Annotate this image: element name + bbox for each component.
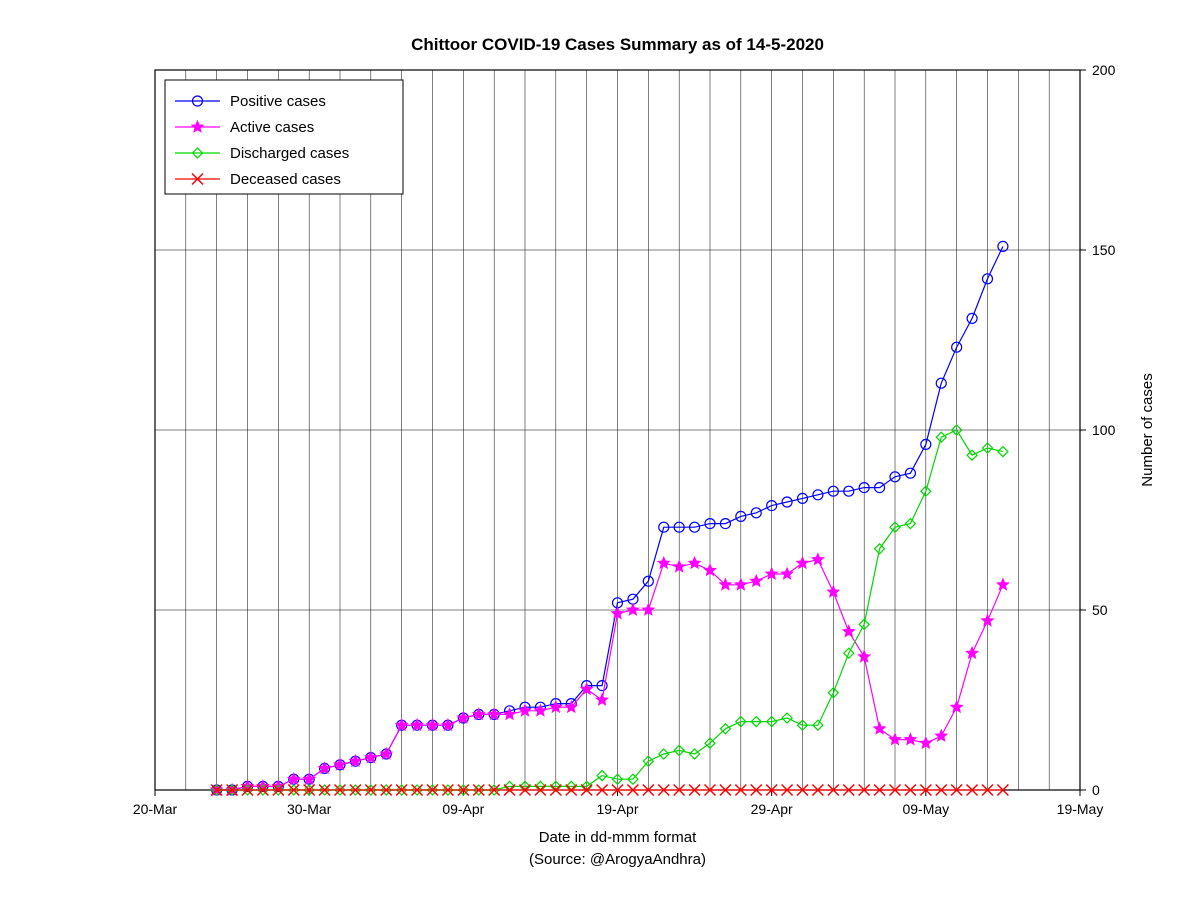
y-tick-label: 0 (1092, 782, 1100, 798)
legend: Positive cases Active cases Discharged cas… (165, 80, 403, 194)
legend-label: Deceased cases (230, 171, 341, 188)
x-tick-label: 29-Apr (751, 801, 793, 817)
y-tick-label: 200 (1092, 62, 1116, 78)
x-tick-label: 19-Apr (596, 801, 638, 817)
x-tick-label: 30-Mar (287, 801, 332, 817)
legend-label: Active cases (230, 119, 314, 136)
chart-title: Chittoor COVID-19 Cases Summary as of 14… (411, 35, 824, 54)
chart-container: 20-Mar 30-Mar 09-Apr 19-Apr 29-Apr 09-May 19-M… (0, 0, 1200, 898)
y-tick-label: 50 (1092, 602, 1108, 618)
legend-label: Positive cases (230, 93, 326, 110)
x-tick-label: 19-May (1057, 801, 1104, 817)
x-tick-label: 09-May (902, 801, 949, 817)
y-tick-label: 150 (1092, 242, 1116, 258)
y-tick-label: 100 (1092, 422, 1116, 438)
y-axis-label: Number of cases (1139, 373, 1156, 486)
chart-svg: 20-Mar 30-Mar 09-Apr 19-Apr 29-Apr 09-May 19-M… (0, 0, 1200, 898)
x-axis-label-line1: Date in dd-mmm format (539, 829, 697, 846)
x-tick-label: 20-Mar (133, 801, 178, 817)
x-axis-label-line2: (Source: @ArogyaAndhra) (529, 851, 706, 868)
legend-label: Discharged cases (230, 145, 349, 162)
x-tick-label: 09-Apr (442, 801, 484, 817)
